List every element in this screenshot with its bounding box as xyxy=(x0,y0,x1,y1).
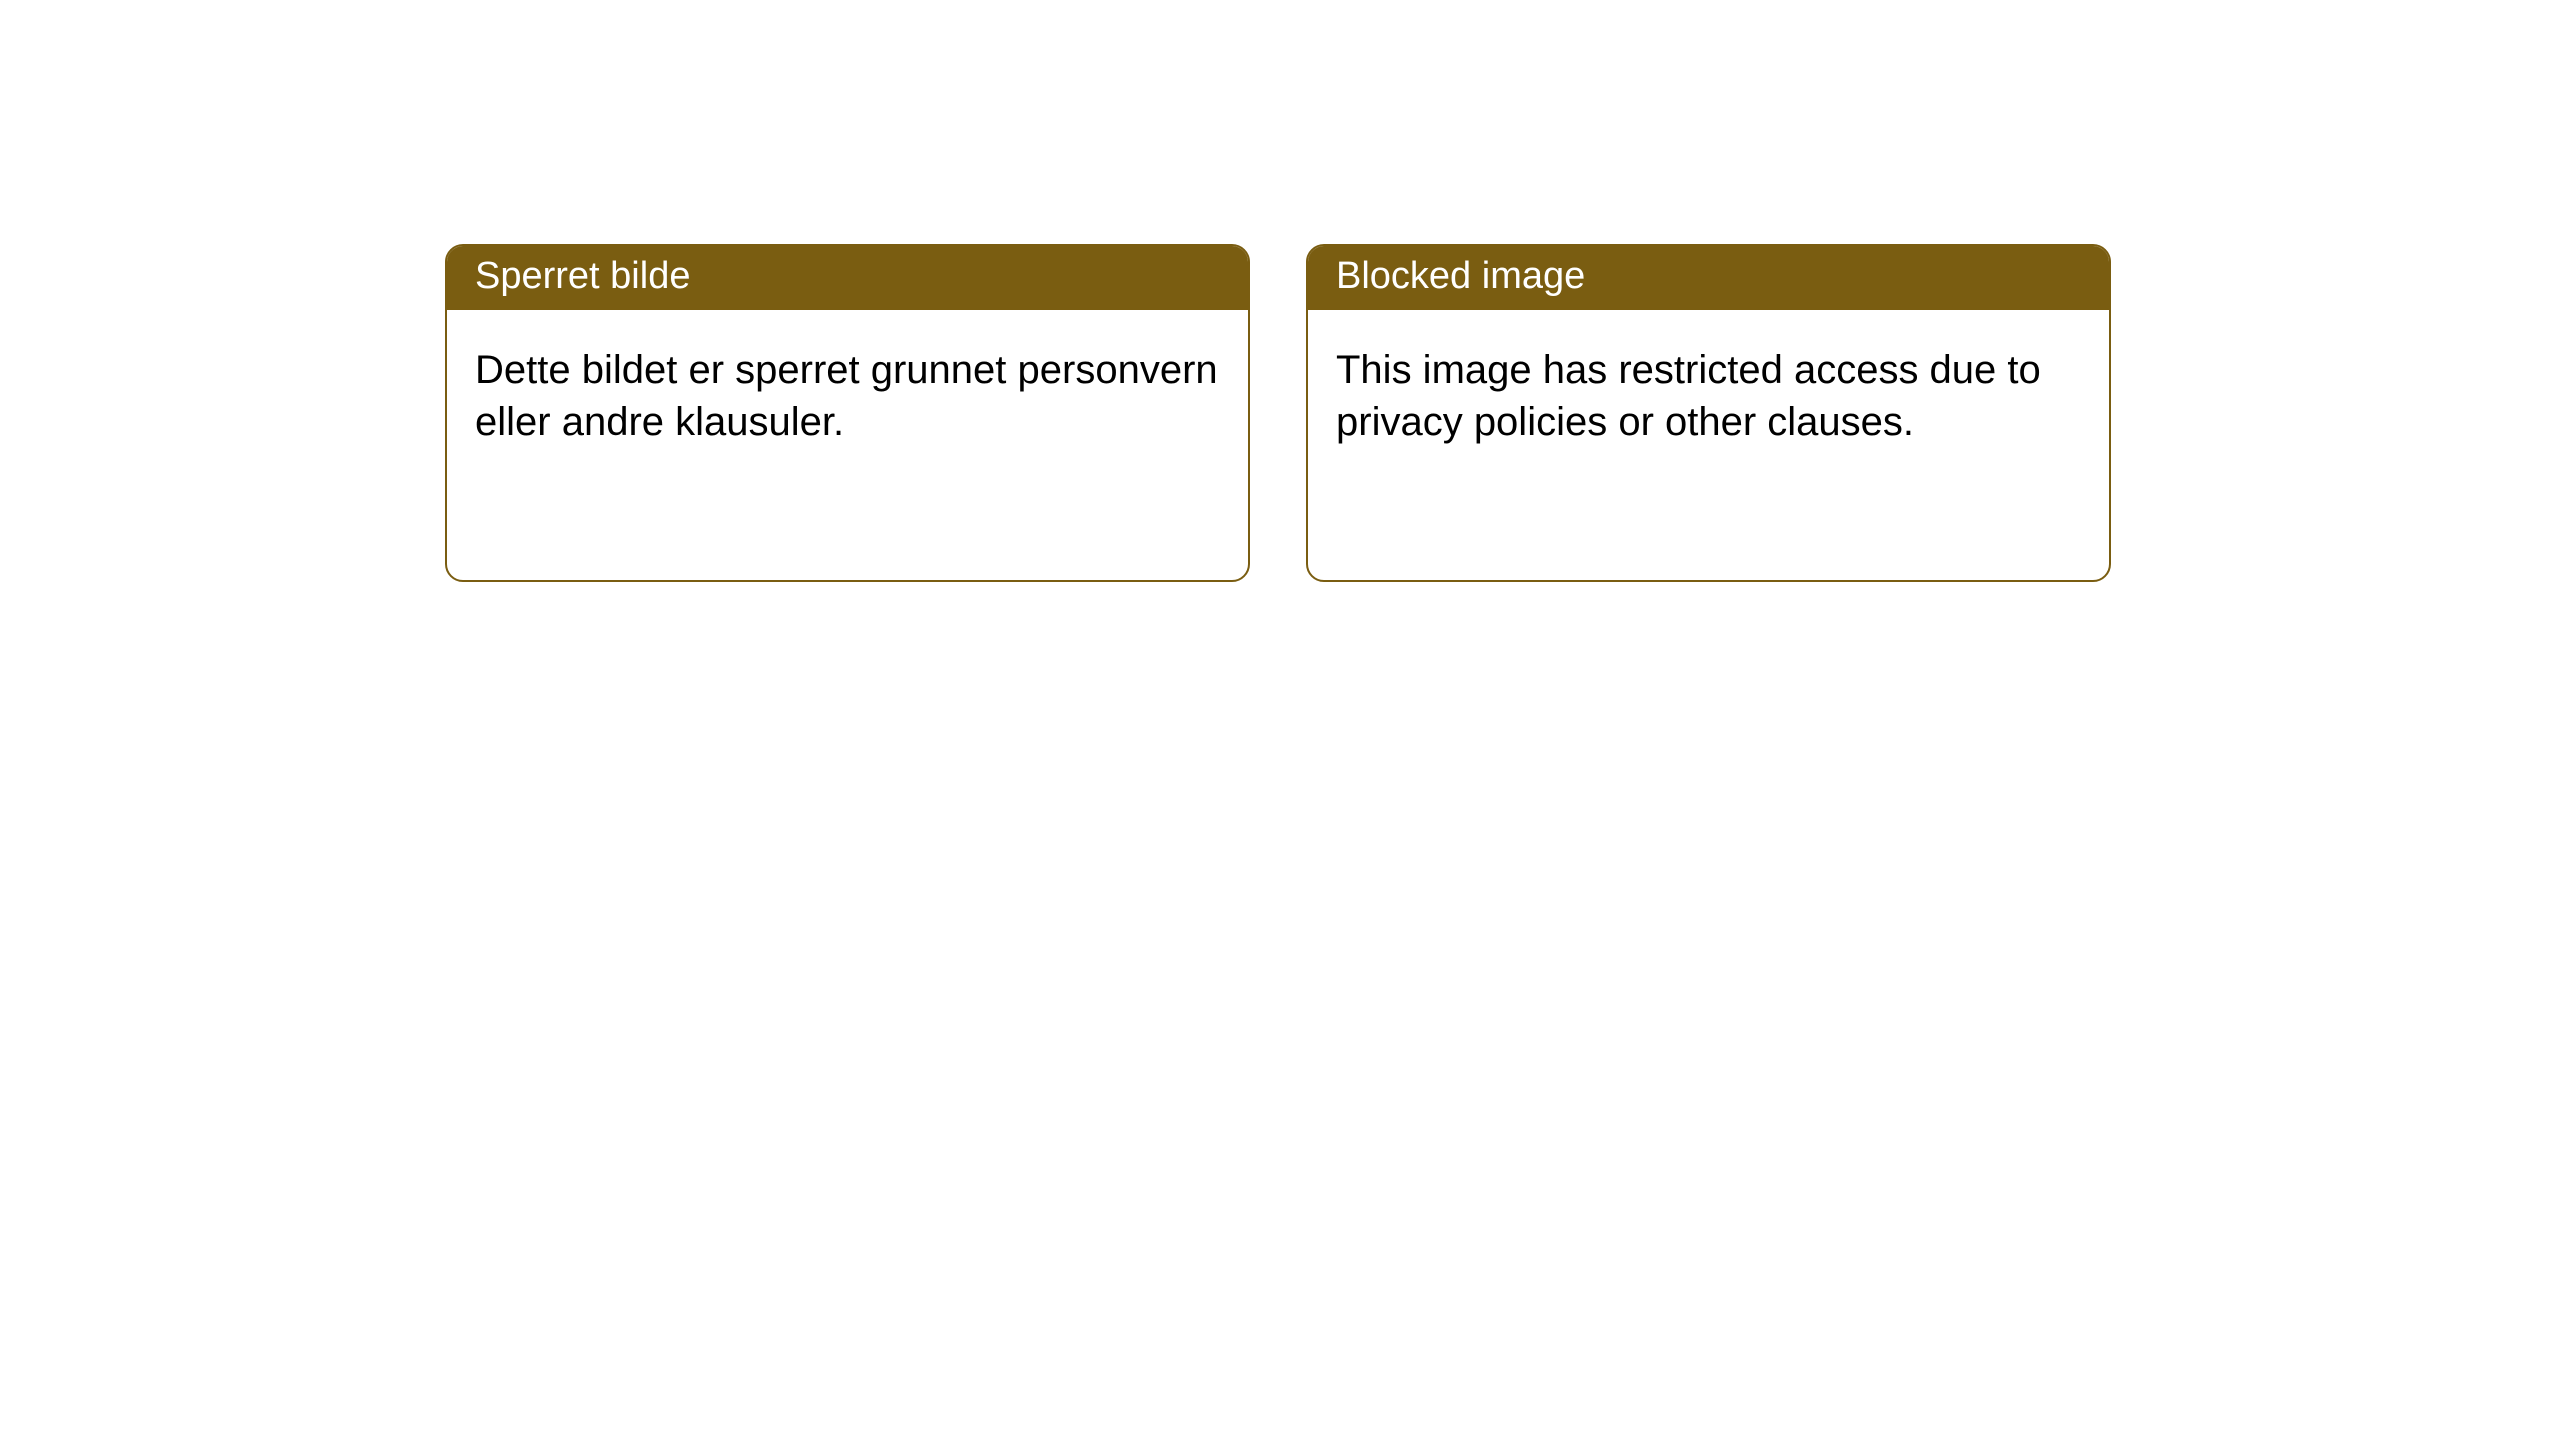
notice-card-header: Blocked image xyxy=(1308,246,2109,310)
notice-card-header: Sperret bilde xyxy=(447,246,1248,310)
notice-card-body: Dette bildet er sperret grunnet personve… xyxy=(447,310,1248,484)
notice-cards-row: Sperret bilde Dette bildet er sperret gr… xyxy=(0,0,2560,582)
notice-card-body: This image has restricted access due to … xyxy=(1308,310,2109,484)
notice-card-no: Sperret bilde Dette bildet er sperret gr… xyxy=(445,244,1250,582)
notice-card-en: Blocked image This image has restricted … xyxy=(1306,244,2111,582)
